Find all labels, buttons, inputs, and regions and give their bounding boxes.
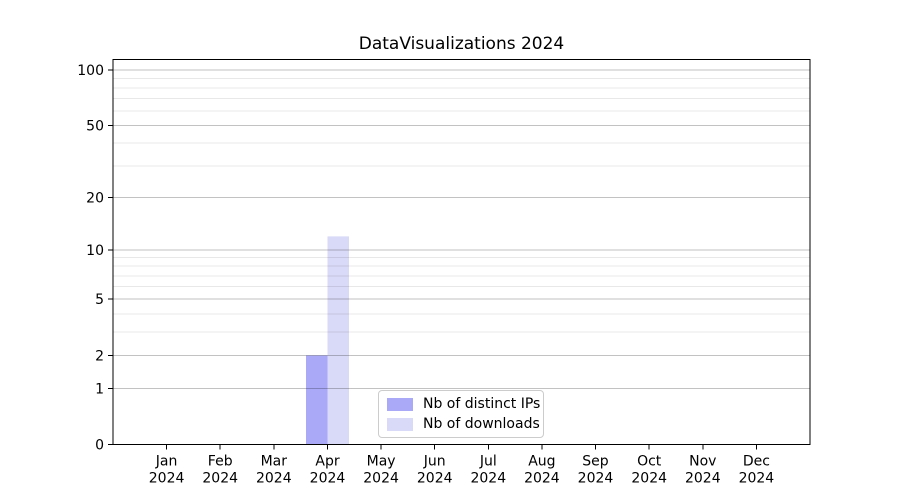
x-tick-label: Mar xyxy=(261,454,288,470)
y-tick-label: 50 xyxy=(86,119,104,135)
y-tick-label: 20 xyxy=(86,191,104,207)
x-tick-label: Jun xyxy=(423,454,446,470)
bar-nb-of-downloads xyxy=(327,236,349,445)
x-tick-year-label: 2024 xyxy=(310,471,346,487)
y-tick-label: 2 xyxy=(95,348,104,364)
legend-label-distinct-ips: Nb of distinct IPs xyxy=(423,396,541,412)
x-tick-label: Dec xyxy=(743,454,770,470)
x-tick-label: May xyxy=(367,454,396,470)
x-tick-year-label: 2024 xyxy=(202,471,238,487)
x-tick-year-label: 2024 xyxy=(363,471,399,487)
x-tick-year-label: 2024 xyxy=(470,471,506,487)
legend-swatch-distinct-ips xyxy=(387,397,413,411)
x-tick-year-label: 2024 xyxy=(149,471,185,487)
chart-title: DataVisualizations 2024 xyxy=(358,34,565,54)
bar-nb-of-distinct-ips xyxy=(306,355,328,445)
x-tick-label: Jan xyxy=(155,454,178,470)
legend-item-distinct-ips: Nb of distinct IPs xyxy=(387,396,540,412)
x-tick-year-label: 2024 xyxy=(578,471,614,487)
y-tick-label: 100 xyxy=(77,63,104,79)
y-tick-label: 10 xyxy=(86,243,104,259)
x-tick-year-label: 2024 xyxy=(524,471,560,487)
x-tick-label: Oct xyxy=(637,454,662,470)
legend-swatch-downloads xyxy=(387,417,413,431)
x-tick-label: Nov xyxy=(689,454,716,470)
x-tick-label: Aug xyxy=(528,454,555,470)
axes-frame xyxy=(112,59,811,445)
x-tick-year-label: 2024 xyxy=(685,471,721,487)
x-tick-year-label: 2024 xyxy=(631,471,667,487)
y-tick-label: 5 xyxy=(95,292,104,308)
x-tick-label: Feb xyxy=(208,454,233,470)
x-tick-label: Apr xyxy=(315,454,339,470)
x-tick-label: Sep xyxy=(582,454,609,470)
legend-label-downloads: Nb of downloads xyxy=(423,416,540,432)
x-tick-label: Jul xyxy=(479,454,497,470)
x-tick-year-label: 2024 xyxy=(417,471,453,487)
x-tick-year-label: 2024 xyxy=(739,471,775,487)
y-tick-label: 0 xyxy=(95,438,104,454)
legend-item-downloads: Nb of downloads xyxy=(387,416,540,432)
legend: Nb of distinct IPs Nb of downloads xyxy=(378,390,544,438)
x-tick-year-label: 2024 xyxy=(256,471,292,487)
y-tick-label: 1 xyxy=(95,381,104,397)
